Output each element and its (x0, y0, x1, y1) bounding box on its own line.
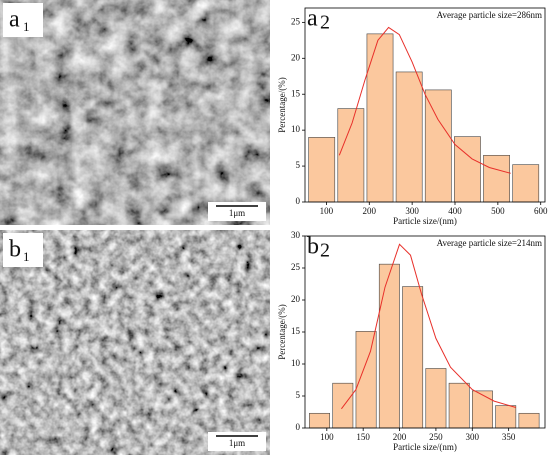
x-tick-label: 100 (320, 206, 334, 216)
x-tick-label: 250 (429, 432, 443, 442)
sem-image-b: b 1 1μm (0, 230, 270, 455)
x-axis-label: Particle size/(nm) (393, 216, 457, 226)
sem-texture (0, 230, 270, 455)
histogram-chart: 100 200 300 400 500 600 0 5 10 15 20 25 Particle siz… (277, 6, 548, 227)
x-tick-label: 150 (356, 432, 370, 442)
panel-label-sub: 1 (23, 249, 30, 264)
y-tick-label: 25 (291, 16, 301, 26)
label-box (3, 3, 43, 37)
y-tick-label: 10 (291, 124, 301, 134)
bar (337, 108, 365, 203)
x-tick-label: 300 (405, 206, 419, 216)
panel-label: b (9, 237, 21, 263)
sem-texture (0, 0, 270, 225)
x-axis-label: Particle size/(nm) (393, 442, 457, 452)
x-tick-label: 500 (491, 206, 505, 216)
y-tick-label: 5 (296, 390, 301, 400)
bar (454, 136, 481, 203)
scale-label: 1μm (229, 438, 245, 448)
x-tick-label: 350 (502, 432, 516, 442)
plot-frame (304, 7, 546, 203)
bar (366, 33, 394, 203)
histogram-chart: 100 150 200 250 300 350 0 5 10 15 20 25 30 Particle s… (277, 230, 546, 452)
bar (402, 286, 424, 429)
bar (332, 382, 354, 429)
y-tick-label: 30 (291, 230, 301, 240)
bar (518, 412, 540, 429)
bar (378, 263, 400, 429)
x-tick-label: 100 (320, 432, 334, 442)
panel-label: a (307, 6, 318, 32)
y-tick-label: 20 (291, 294, 301, 304)
panel-label-sub: 1 (23, 19, 30, 34)
x-tick-label: 200 (363, 206, 377, 216)
y-tick-label: 15 (291, 326, 301, 336)
bar (309, 412, 330, 429)
y-tick-label: 20 (291, 52, 301, 62)
bar (512, 164, 540, 203)
fit-curve (341, 243, 517, 410)
bar (483, 154, 510, 203)
panel-label: b (307, 234, 319, 260)
annotation: Average particle size=286nm (437, 10, 542, 20)
scale-label: 1μm (229, 208, 245, 218)
fit-curve (338, 26, 511, 174)
y-tick-label: 15 (291, 88, 301, 98)
bar (448, 382, 470, 429)
bar (395, 71, 423, 203)
y-axis-label: Percentage/(%) (277, 304, 287, 359)
y-axis-label: Percentage/(%) (277, 77, 287, 132)
x-tick-label: 300 (466, 432, 480, 442)
panel-label: a (9, 7, 20, 33)
x-tick-label: 600 (534, 206, 548, 216)
bar (355, 331, 377, 429)
bar (425, 368, 447, 429)
x-tick-label: 400 (448, 206, 462, 216)
panel-label-sub: 2 (320, 12, 330, 34)
bar (308, 137, 336, 203)
sem-image-a: a 1 1μm (0, 0, 270, 225)
bar (472, 390, 493, 429)
x-tick-label: 200 (393, 432, 407, 442)
y-tick-label: 10 (291, 358, 301, 368)
y-tick-label: 0 (296, 422, 301, 432)
y-tick-label: 0 (296, 196, 301, 206)
bar (424, 89, 452, 203)
bar (495, 405, 517, 429)
panel-label-sub: 2 (320, 240, 330, 262)
y-tick-label: 5 (296, 160, 301, 170)
y-tick-label: 25 (291, 262, 301, 272)
annotation: Average particle size=214nm (437, 238, 542, 248)
label-box (3, 233, 43, 267)
